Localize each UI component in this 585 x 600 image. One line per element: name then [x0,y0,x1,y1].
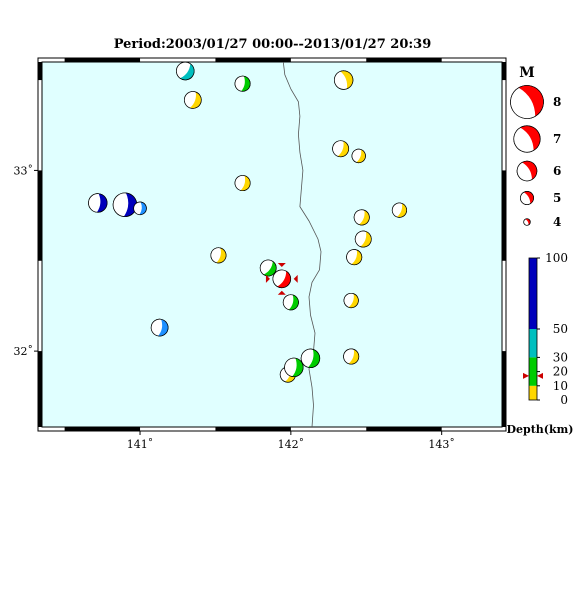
magnitude-legend: M 8 7 6 5 4 [510,65,561,229]
frame-bar [215,58,291,62]
depth-marker-right [537,372,543,379]
frame-bar [502,170,506,261]
event-mechanism [343,292,359,309]
frame-bar [215,427,291,431]
event-mechanism [176,61,195,81]
depth-tick-label: 0 [560,393,568,407]
event-mechanism [346,249,363,266]
lon-tick-label: 141˚ [127,438,154,451]
map-frame [37,57,507,432]
lon-tick-label: 142˚ [278,438,305,451]
event-mechanism [391,202,407,218]
magnitude-legend-symbol [513,125,541,153]
event-mechanism [184,91,202,109]
lon-tick-label: 143˚ [428,438,455,451]
magnitude-legend-symbol [523,218,531,226]
depth-tick-label: 20 [553,365,568,379]
map-title: Period:2003/01/27 00:00--2013/01/27 20:3… [113,37,432,52]
event-mechanism [351,148,366,164]
magnitude-legend-label: 7 [553,132,561,146]
event-mechanism [343,348,360,365]
event-mechanism [333,70,354,90]
event-mechanism [234,175,251,192]
epicenter-marker [293,274,298,283]
event-mechanism [354,230,372,248]
depth-scale-segment [529,258,537,329]
magnitude-legend-symbol [520,191,534,205]
magnitude-legend-label: 4 [553,215,561,229]
event-mechanism [259,259,277,277]
axis-ticks: 141˚ 142˚ 143˚ 32˚ 33˚ [14,164,455,451]
event-mechanism [282,294,299,311]
frame-bar [64,427,141,431]
depth-scale-segment [529,385,537,400]
event-mechanism [272,269,292,289]
depth-tick-label: 50 [553,322,568,336]
magnitude-legend-label: 8 [553,95,561,109]
magnitude-legend-symbol [516,160,538,182]
event-mechanism [150,318,169,337]
frame-bar [366,427,442,431]
frame-bar [502,351,506,427]
event-mechanism [353,209,370,226]
frame-bar [64,58,141,62]
event-mechanism [300,348,321,368]
depth-tick-label: 100 [545,251,568,265]
event-mechanism [332,140,350,158]
frame-bar [502,62,506,81]
magnitude-legend-title: M [519,65,535,81]
map-ocean [41,61,503,428]
frame-bar [366,58,442,62]
depth-marker-left [523,372,529,379]
event-symbols [88,61,407,383]
event-mechanism [133,201,147,216]
epicenter-marker [277,262,286,267]
event-mechanism [284,357,304,378]
depth-scale-segment [529,357,537,386]
frame-bar [38,351,42,427]
lat-tick-label: 33˚ [14,164,34,177]
frame-bar [38,170,42,261]
event-mechanism [210,247,227,264]
depth-tick-label: 30 [553,350,568,364]
lat-tick-label: 32˚ [14,345,34,358]
depth-scale-segment [529,329,537,358]
event-mechanism [88,193,108,213]
frame-bar [38,62,42,81]
magnitude-legend-label: 5 [553,191,561,205]
depth-scale-label: Depth(km) [507,423,574,436]
epicenter-marker [277,290,286,295]
magnitude-legend-label: 6 [553,164,561,178]
event-mechanism [234,75,251,92]
event-mechanism [112,192,138,217]
depth-tick-label: 10 [553,379,568,393]
epicenter-marker [265,274,270,283]
magnitude-legend-symbol [510,85,544,119]
